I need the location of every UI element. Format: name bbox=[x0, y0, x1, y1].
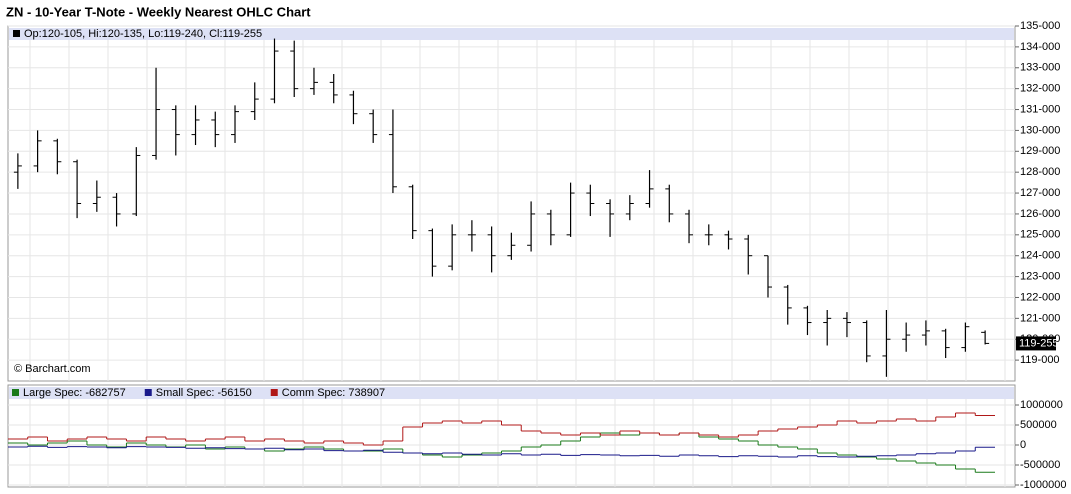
y-tick-label: 121-000 bbox=[1020, 312, 1060, 324]
price-panel bbox=[7, 25, 1016, 382]
y-tick-label: 129-000 bbox=[1020, 145, 1060, 157]
info-swatch bbox=[13, 30, 20, 37]
cot-panel bbox=[7, 384, 1016, 488]
last-price-label: 119-255 bbox=[1019, 337, 1059, 349]
legend-swatch bbox=[270, 389, 278, 396]
grid-layer bbox=[8, 25, 1015, 487]
y-tick-label: -500000 bbox=[1020, 459, 1060, 471]
info-band bbox=[9, 28, 1014, 40]
info-text: Op:120-105, Hi:120-135, Lo:119-240, Cl:1… bbox=[24, 28, 262, 40]
y-tick-label: 128-000 bbox=[1020, 166, 1060, 178]
last-price-box bbox=[1016, 336, 1056, 351]
y-tick-label: 124-000 bbox=[1020, 250, 1060, 262]
legend-label: Small Spec: -56150 bbox=[156, 387, 252, 399]
y-tick-label: 126-000 bbox=[1020, 208, 1060, 220]
y-tick-label: 135-000 bbox=[1020, 20, 1060, 32]
legend-swatch bbox=[12, 389, 19, 396]
legend-swatch bbox=[144, 389, 152, 396]
y-tick-label: 132-000 bbox=[1020, 83, 1060, 95]
y-tick-label: 122-000 bbox=[1020, 291, 1060, 303]
y-tick-label: 127-000 bbox=[1020, 187, 1060, 199]
y-tick-label: 131-000 bbox=[1020, 103, 1060, 115]
legend-label: Large Spec: -682757 bbox=[23, 387, 126, 399]
legend-label: Comm Spec: 738907 bbox=[282, 387, 385, 399]
y-tick-label: 134-000 bbox=[1020, 41, 1060, 53]
y-tick-label: 125-000 bbox=[1020, 229, 1060, 241]
y-tick-label: 130-000 bbox=[1020, 124, 1060, 136]
y-tick-label: 0 bbox=[1020, 439, 1026, 451]
y-tick-label: 500000 bbox=[1020, 419, 1057, 431]
y-tick-label: 1000000 bbox=[1020, 399, 1063, 411]
y-tick-label: 123-000 bbox=[1020, 270, 1060, 282]
y-tick-label: -1000000 bbox=[1020, 479, 1067, 489]
chart-title: ZN - 10-Year T-Note - Weekly Nearest OHL… bbox=[6, 4, 311, 19]
watermark: © Barchart.com bbox=[14, 363, 91, 375]
y-tick-label: 133-000 bbox=[1020, 62, 1060, 74]
legend-band bbox=[9, 387, 1014, 399]
y-tick-label: 119-000 bbox=[1020, 354, 1060, 366]
